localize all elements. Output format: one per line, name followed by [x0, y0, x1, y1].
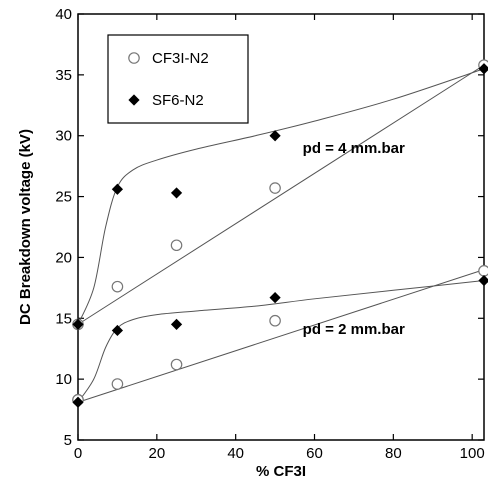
sf6-n2-point: [170, 318, 183, 330]
x-tick-label: 40: [227, 445, 244, 462]
annotations: pd = 4 mm.bar pd = 2 mm.bar: [303, 140, 405, 338]
legend-label: CF3I-N2: [152, 50, 209, 67]
legend-box: [107, 34, 249, 124]
fit-line: [77, 269, 485, 403]
annotation: pd = 2 mm.bar: [303, 321, 405, 338]
cf3i-n2-point: [111, 280, 124, 293]
y-tick-label: 5: [64, 432, 72, 449]
x-tick-label: 60: [306, 445, 323, 462]
x-tick-label: 80: [385, 445, 402, 462]
legend-label: SF6-N2: [152, 92, 204, 109]
y-tick-label: 15: [55, 310, 72, 327]
y-tick-label: 25: [55, 189, 72, 206]
y-tick-label: 40: [55, 6, 72, 23]
fit-line: [77, 64, 485, 325]
legend: CF3I-N2 SF6-N2: [107, 34, 249, 124]
cf3i-n2-point: [170, 358, 183, 371]
axes: 0 20 40 60 80 100 5 10 15 20 25 30 35 40 % CF3I DC Brea…: [17, 6, 485, 480]
y-tick-label: 20: [55, 249, 72, 266]
cf3i-n2-point: [111, 378, 124, 390]
x-tick-label: 100: [460, 445, 485, 462]
legend-cf3i-n2-marker: [128, 52, 140, 64]
x-axis-title: % CF3I: [256, 463, 306, 480]
sf6-n2-point: [478, 63, 488, 75]
legend-sf6-n2-marker: [128, 94, 140, 106]
cf3i-n2-point: [170, 239, 183, 252]
data-markers: [72, 59, 488, 408]
annotation: pd = 4 mm.bar: [303, 140, 405, 157]
sf6-n2-point: [111, 324, 124, 337]
sf6-n2-point: [478, 274, 488, 287]
fit-line: [77, 280, 485, 403]
sf6-n2-point: [170, 187, 183, 199]
sf6-n2-point: [72, 318, 84, 330]
y-tick-label: 35: [55, 67, 72, 84]
sf6-n2-point: [269, 130, 281, 142]
sf6-n2-point: [269, 291, 281, 304]
x-tick-label: 0: [74, 445, 82, 462]
plot-frame: [77, 13, 485, 441]
y-tick-label: 10: [55, 371, 72, 388]
fit-lines: [77, 64, 485, 403]
cf3i-n2-point: [478, 265, 488, 277]
fit-line: [77, 68, 485, 325]
sf6-n2-point: [111, 183, 124, 195]
x-tick-label: 20: [148, 445, 165, 462]
y-axis-title: DC Breakdown voltage (kV): [17, 129, 34, 325]
cf3i-n2-point: [269, 182, 281, 194]
sf6-n2-point: [72, 396, 84, 408]
y-tick-label: 30: [55, 128, 72, 145]
cf3i-n2-point: [269, 314, 281, 327]
